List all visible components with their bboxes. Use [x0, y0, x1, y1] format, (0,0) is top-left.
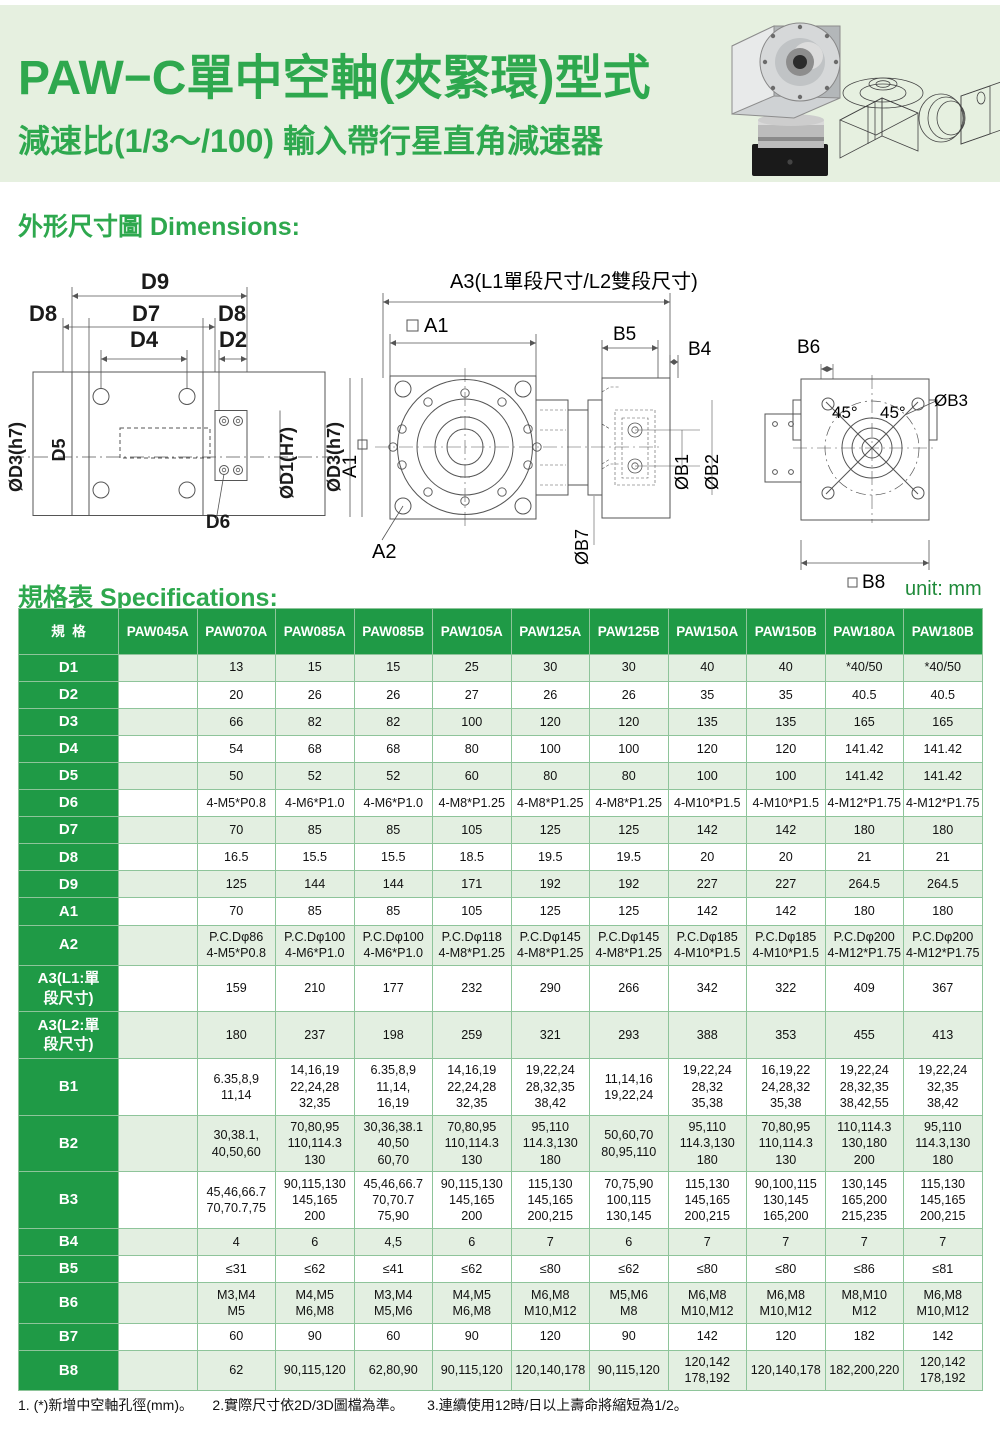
svg-text:D2: D2	[219, 327, 247, 352]
svg-text:45°: 45°	[880, 403, 906, 422]
svg-text:B8: B8	[862, 572, 885, 593]
svg-text:B5: B5	[613, 324, 636, 345]
svg-text:B4: B4	[688, 339, 712, 360]
svg-text:ØB3: ØB3	[934, 391, 968, 410]
svg-text:D8: D8	[29, 301, 57, 326]
svg-text:ØB7: ØB7	[572, 529, 592, 565]
svg-text:A3(L1單段尺寸/L2雙段尺寸): A3(L1單段尺寸/L2雙段尺寸)	[450, 270, 698, 293]
svg-text:A1: A1	[340, 455, 361, 478]
svg-text:A1: A1	[424, 315, 448, 337]
svg-text:D7: D7	[132, 301, 160, 326]
svg-text:unit: mm: unit: mm	[905, 578, 982, 595]
svg-text:B6: B6	[797, 337, 820, 358]
svg-text:D9: D9	[141, 269, 169, 294]
svg-text:ØD1(H7): ØD1(H7)	[277, 427, 297, 499]
svg-text:D8: D8	[218, 301, 246, 326]
svg-text:D6: D6	[206, 512, 230, 533]
svg-text:D4: D4	[130, 327, 159, 352]
svg-text:D5: D5	[49, 438, 69, 461]
svg-text:ØD3(h7): ØD3(h7)	[6, 422, 26, 492]
svg-text:A2: A2	[372, 541, 396, 563]
svg-text:45°: 45°	[832, 403, 858, 422]
